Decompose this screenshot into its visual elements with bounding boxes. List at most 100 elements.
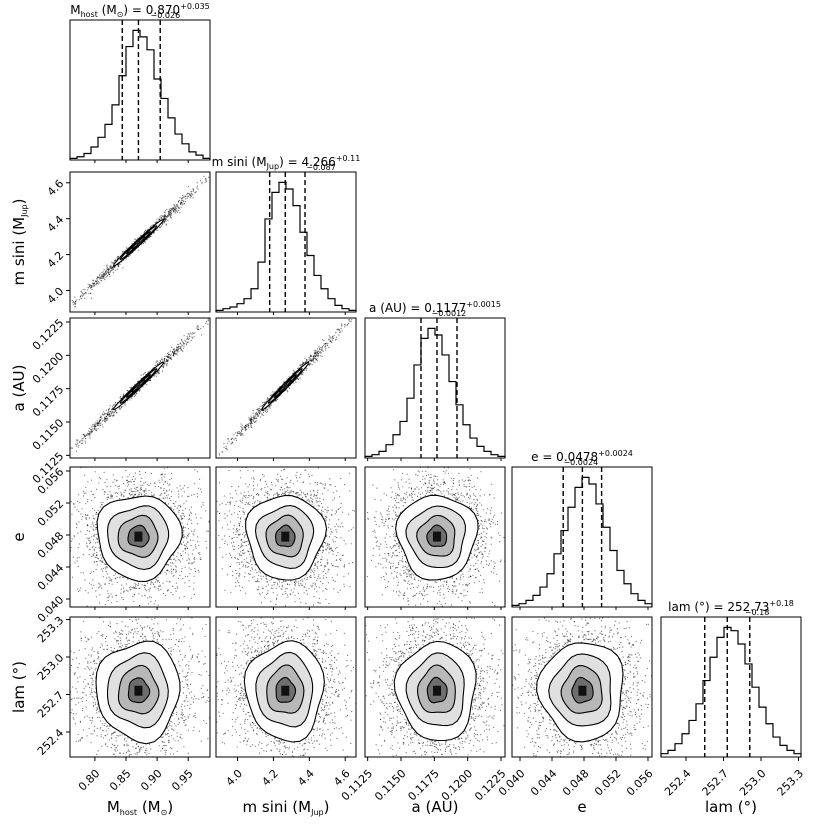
sample-point [107,411,109,413]
sample-point [317,355,319,358]
sample-point [109,491,111,493]
sample-point [96,554,98,557]
sample-point [101,418,103,420]
sample-point [77,439,79,441]
sample-point [93,282,96,284]
sample-point [190,511,192,513]
sample-point [95,513,97,515]
sample-point [269,407,271,409]
sample-point [161,358,163,360]
sample-point [169,214,171,216]
sample-point [76,527,78,529]
sample-point [139,470,141,473]
sample-point [159,227,161,229]
sample-point [102,576,104,578]
sample-point [140,486,142,489]
sample-point [100,615,101,616]
sample-point [156,580,158,582]
sample-point [123,491,125,493]
sample-point [119,407,121,410]
sample-point [103,418,106,420]
sample-point [113,574,115,577]
sample-point [133,601,135,603]
sample-point [89,517,91,519]
sample-point [178,496,180,498]
sample-point [110,494,112,496]
sample-point [173,354,175,357]
sample-point [107,599,109,602]
sample-point [66,307,67,308]
sample-point [183,335,185,337]
sample-point [100,502,102,504]
sample-point [132,587,134,589]
sample-point [183,512,185,514]
sample-point [105,409,107,411]
sample-point [344,324,347,326]
sample-point [320,346,322,349]
sample-point [180,347,182,349]
sample-point [325,342,327,345]
sample-point [288,387,291,389]
sample-point [314,361,316,363]
sample-point [75,445,77,447]
sample-point [114,479,116,481]
sample-point [170,353,172,355]
sample-point [89,540,91,542]
sample-point [193,556,196,559]
sample-point [168,354,170,356]
sample-point [192,194,194,196]
sample-point [154,482,156,484]
sample-point [176,348,178,350]
sample-point [313,350,315,352]
sample-point [264,410,266,412]
sample-point [105,568,107,570]
panel-content [70,318,209,453]
sample-point [100,276,102,278]
sample-point [193,531,195,533]
sample-point [185,500,187,502]
sample-point [91,587,93,589]
sample-point [196,471,199,473]
sample-point [80,587,82,589]
sample-point [182,487,184,489]
sample-point [121,584,123,586]
sample-point [297,378,299,380]
sample-point [326,342,328,344]
sample-point [197,569,199,572]
sample-point [188,557,190,560]
sample-point [91,285,93,287]
sample-point [88,548,90,550]
sample-point [101,612,102,613]
sample-point [158,479,160,481]
sample-point [95,280,97,283]
sample-point [97,281,99,283]
sample-point [169,581,171,583]
sample-point [120,407,122,409]
histogram-step [69,29,211,160]
sample-point [89,548,91,550]
sample-point [166,361,169,363]
sample-point [92,424,94,426]
sample-point [309,364,311,366]
sample-point [114,401,117,404]
sample-point [168,484,170,486]
sample-point [99,273,101,275]
sample-point [337,328,339,330]
title-part: lam (°) [668,600,710,614]
sample-point [177,587,179,589]
sample-point [166,352,169,354]
sample-point [252,420,255,422]
sample-point [91,426,93,428]
sample-point [106,499,108,501]
sample-point [114,266,116,268]
sample-point [73,536,75,538]
panel-frame [69,317,211,459]
sample-point [223,446,225,448]
sample-point [134,582,136,585]
sample-point [176,346,178,348]
sample-point [213,576,214,577]
sample-point [168,564,170,566]
sample-point [170,495,172,498]
sample-point [323,343,325,345]
sample-point [329,336,331,338]
